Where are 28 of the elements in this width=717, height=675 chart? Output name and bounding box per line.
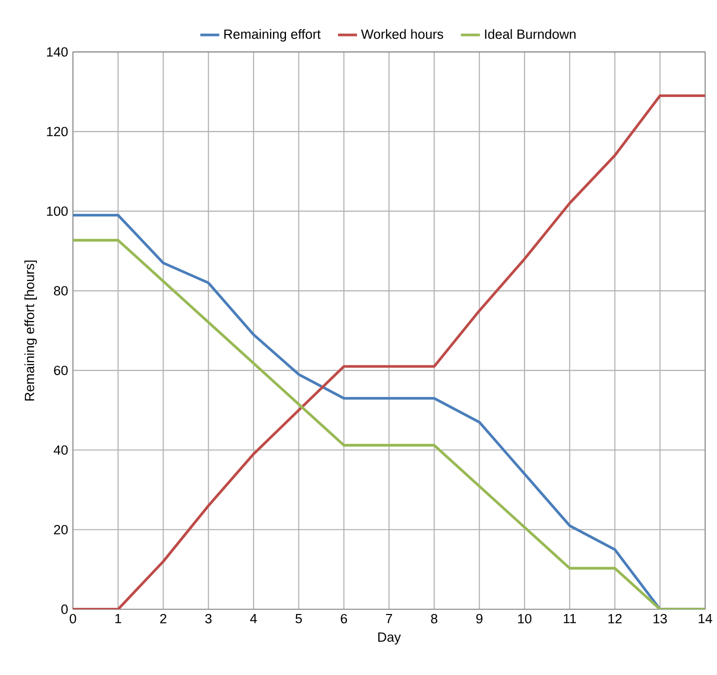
legend-label: Worked hours (361, 29, 444, 39)
x-tick-label: 10 (518, 614, 532, 624)
x-tick-label: 8 (431, 614, 438, 624)
x-tick-label: 6 (340, 614, 348, 624)
y-tick-label: 60 (54, 366, 68, 376)
x-tick-label: 5 (296, 614, 302, 624)
y-tick-label: 100 (47, 206, 68, 216)
y-tick-label: 80 (54, 286, 68, 296)
legend-label: Ideal Burndown (485, 29, 576, 39)
x-tick-label: 13 (654, 614, 667, 624)
y-tick-label: 120 (47, 126, 68, 136)
x-tick-label: 3 (205, 614, 212, 624)
x-tick-label: 0 (70, 614, 76, 624)
x-tick-label: 14 (698, 614, 712, 624)
y-tick-label: 140 (47, 47, 68, 57)
x-tick-label: 2 (160, 614, 166, 624)
y-tick-label: 20 (54, 524, 68, 534)
legend-label: Remaining effort (224, 29, 321, 42)
x-tick-label: 1 (115, 614, 122, 624)
y-tick-label: 40 (54, 445, 68, 455)
x-axis-title: Day (378, 632, 401, 644)
y-tick-label: 0 (61, 604, 68, 614)
x-tick-label: 9 (476, 614, 482, 624)
x-tick-label: 7 (386, 614, 392, 624)
x-tick-label: 4 (250, 614, 257, 624)
x-tick-label: 11 (564, 614, 576, 624)
y-axis-title: Remaining effort [hours] (24, 260, 37, 400)
x-tick-label: 12 (608, 614, 622, 624)
